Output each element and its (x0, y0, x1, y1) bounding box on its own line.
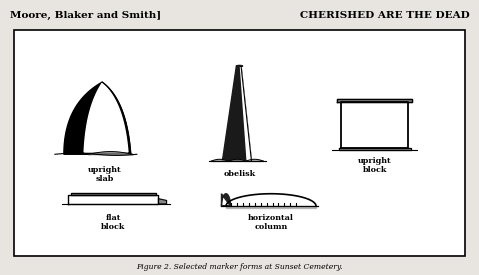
Polygon shape (240, 66, 251, 161)
Polygon shape (226, 194, 316, 206)
Polygon shape (159, 199, 167, 204)
Polygon shape (222, 66, 251, 161)
Text: flat
block: flat block (101, 214, 125, 231)
Text: obelisk: obelisk (223, 170, 256, 178)
Polygon shape (71, 193, 156, 195)
Polygon shape (68, 195, 159, 204)
Text: CHERISHED ARE THE DEAD: CHERISHED ARE THE DEAD (300, 11, 469, 20)
Polygon shape (339, 147, 411, 150)
Polygon shape (64, 82, 131, 154)
Polygon shape (84, 83, 128, 152)
Polygon shape (337, 100, 412, 102)
Text: upright
block: upright block (358, 156, 391, 174)
Text: Moore, Blaker and Smith]: Moore, Blaker and Smith] (10, 11, 161, 20)
Text: upright
slab: upright slab (88, 166, 121, 183)
Text: horizontal
column: horizontal column (248, 214, 294, 231)
Text: Figure 2. Selected marker forms at Sunset Cemetery.: Figure 2. Selected marker forms at Sunse… (136, 263, 343, 271)
Polygon shape (226, 206, 316, 208)
Polygon shape (341, 102, 408, 147)
Bar (14, 30, 465, 256)
Polygon shape (221, 194, 230, 206)
Polygon shape (236, 65, 243, 66)
